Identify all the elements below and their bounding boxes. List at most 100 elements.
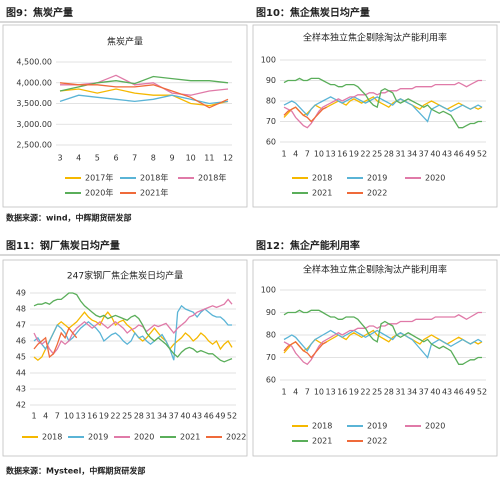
chart-title: 全样本独立焦企剔除淘汰产能利用率	[303, 264, 447, 276]
series-line	[33, 298, 233, 355]
x-tick-label: 8	[151, 154, 156, 163]
x-tick-label: 25	[372, 388, 382, 397]
y-tick-label: 4,000.00	[16, 78, 52, 87]
x-tick-label: 7	[305, 388, 310, 397]
x-tick-label: 28	[134, 412, 144, 421]
y-tick-label: 100	[261, 286, 276, 295]
x-tick-label: 19	[99, 412, 109, 421]
legend-label: 2021	[180, 433, 200, 442]
y-tick-label: 48	[16, 305, 26, 314]
x-tick-label: 16	[87, 412, 97, 421]
legend-label: 2022	[367, 189, 387, 198]
x-tick-label: 52	[477, 150, 487, 159]
x-tick-label: 43	[442, 150, 452, 159]
x-tick-label: 1	[281, 150, 286, 159]
y-tick-label: 90	[266, 76, 276, 85]
chart-frame	[252, 259, 498, 457]
x-tick-label: 37	[169, 412, 179, 421]
caption: 图11：钢厂焦炭日均产量	[6, 239, 120, 252]
x-tick-label: 6	[113, 154, 118, 163]
x-tick-label: 52	[227, 412, 237, 421]
x-tick-label: 9	[169, 154, 174, 163]
x-tick-label: 46	[454, 388, 464, 397]
x-tick-label: 10	[314, 388, 324, 397]
chart-frame	[2, 259, 248, 457]
x-tick-label: 4	[293, 150, 298, 159]
series-line	[33, 292, 233, 363]
x-tick-label: 13	[325, 388, 335, 397]
x-tick-label: 40	[430, 150, 440, 159]
y-tick-label: 60	[266, 138, 276, 147]
y-tick-label: 46	[16, 337, 26, 346]
x-tick-label: 5	[95, 154, 100, 163]
x-tick-label: 13	[325, 150, 335, 159]
series-line	[59, 82, 229, 109]
x-tick-label: 10	[314, 150, 324, 159]
chart-title: 247家钢厂焦企焦炭日均产量	[67, 270, 183, 282]
y-tick-label: 42	[16, 401, 26, 410]
caption: 图9：焦炭产量	[6, 6, 73, 19]
series-line	[60, 74, 229, 96]
y-tick-label: 80	[266, 331, 276, 340]
series-line	[283, 309, 482, 365]
x-tick-label: 7	[55, 412, 60, 421]
x-tick-label: 7	[132, 154, 137, 163]
series-line	[283, 79, 482, 129]
x-tick-label: 4	[76, 154, 81, 163]
x-tick-label: 7	[305, 150, 310, 159]
x-tick-label: 49	[465, 388, 475, 397]
legend-label: 2017年	[85, 173, 113, 183]
series-line	[283, 311, 482, 366]
source: 数据来源：wind，中辉期货研发部	[6, 213, 132, 223]
x-tick-label: 31	[145, 412, 155, 421]
series-line	[33, 304, 232, 361]
x-tick-label: 31	[395, 388, 405, 397]
series-line	[283, 96, 483, 123]
legend-label: 2021	[312, 437, 332, 446]
legend-label: 2018年	[140, 173, 168, 183]
x-tick-label: 22	[360, 150, 370, 159]
y-tick-label: 4,500.00	[16, 58, 52, 67]
x-tick-label: 34	[407, 388, 417, 397]
x-tick-label: 28	[384, 150, 394, 159]
legend-label: 2020	[425, 422, 445, 431]
x-tick-label: 37	[419, 150, 429, 159]
x-tick-label: 4	[293, 388, 298, 397]
series-line	[283, 329, 483, 354]
caption: 图10：焦企焦炭日均产量	[256, 6, 370, 19]
x-tick-label: 25	[122, 412, 132, 421]
series-line	[33, 326, 78, 359]
legend-label: 2020	[134, 433, 154, 442]
series-line	[283, 329, 483, 359]
series-line	[59, 94, 229, 105]
x-tick-label: 3	[57, 154, 62, 163]
legend-label: 2018年	[198, 173, 226, 183]
legend-label: 2022	[367, 437, 387, 446]
legend-label: 2020	[425, 174, 445, 183]
source: 数据来源：Mysteel，中辉期货研发部	[6, 466, 145, 476]
x-tick-label: 52	[477, 388, 487, 397]
x-tick-label: 49	[465, 150, 475, 159]
x-tick-label: 40	[180, 412, 190, 421]
legend-label: 2019	[367, 422, 387, 431]
x-tick-label: 4	[43, 412, 48, 421]
x-tick-label: 10	[64, 412, 74, 421]
x-tick-label: 22	[360, 388, 370, 397]
x-tick-label: 40	[430, 388, 440, 397]
y-tick-label: 70	[266, 353, 276, 362]
series-line	[33, 311, 233, 362]
legend-label: 2019	[367, 174, 387, 183]
x-tick-label: 19	[349, 388, 359, 397]
x-tick-label: 12	[223, 154, 233, 163]
legend-label: 2018	[312, 174, 332, 183]
y-tick-label: 3,000.00	[16, 120, 52, 129]
series-line	[283, 340, 328, 359]
x-tick-label: 25	[372, 150, 382, 159]
x-tick-label: 43	[192, 412, 202, 421]
x-tick-label: 16	[337, 388, 347, 397]
series-line	[283, 77, 482, 129]
x-tick-label: 1	[31, 412, 36, 421]
x-tick-label: 49	[215, 412, 225, 421]
x-tick-label: 19	[349, 150, 359, 159]
